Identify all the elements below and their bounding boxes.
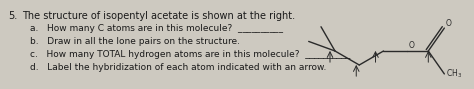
Text: O: O <box>446 19 451 28</box>
Text: c.   How many TOTAL hydrogen atoms are in this molecule?  __________: c. How many TOTAL hydrogen atoms are in … <box>30 50 350 59</box>
Text: CH$_3$: CH$_3$ <box>447 68 463 80</box>
Text: O: O <box>408 41 414 50</box>
Text: The structure of isopentyl acetate is shown at the right.: The structure of isopentyl acetate is sh… <box>22 11 295 21</box>
Text: 5.: 5. <box>8 11 17 21</box>
Text: a.   How many C atoms are in this molecule?  __________: a. How many C atoms are in this molecule… <box>30 24 283 33</box>
Text: b.   Draw in all the lone pairs on the structure.: b. Draw in all the lone pairs on the str… <box>30 37 240 46</box>
Text: d.   Label the hybridization of each atom indicated with an arrow.: d. Label the hybridization of each atom … <box>30 63 327 72</box>
